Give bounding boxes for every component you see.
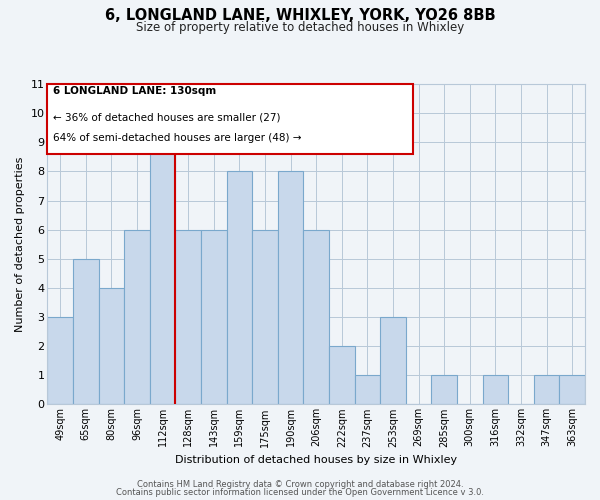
Bar [98, 288, 124, 405]
Text: ← 36% of detached houses are smaller (27): ← 36% of detached houses are smaller (27… [53, 112, 281, 122]
Bar [278, 172, 304, 404]
Text: Size of property relative to detached houses in Whixley: Size of property relative to detached ho… [136, 21, 464, 34]
Bar [534, 376, 559, 404]
Bar [150, 142, 175, 404]
Bar [252, 230, 278, 404]
X-axis label: Distribution of detached houses by size in Whixley: Distribution of detached houses by size … [175, 455, 457, 465]
Text: 64% of semi-detached houses are larger (48) →: 64% of semi-detached houses are larger (… [53, 134, 302, 143]
Bar [73, 259, 98, 404]
Text: Contains HM Land Registry data © Crown copyright and database right 2024.: Contains HM Land Registry data © Crown c… [137, 480, 463, 489]
Bar [355, 376, 380, 404]
Bar [304, 230, 329, 404]
Text: Contains public sector information licensed under the Open Government Licence v : Contains public sector information licen… [116, 488, 484, 497]
Bar [482, 376, 508, 404]
Bar [431, 376, 457, 404]
Bar [559, 376, 585, 404]
Text: 6, LONGLAND LANE, WHIXLEY, YORK, YO26 8BB: 6, LONGLAND LANE, WHIXLEY, YORK, YO26 8B… [104, 8, 496, 22]
Bar [124, 230, 150, 404]
Text: 6 LONGLAND LANE: 130sqm: 6 LONGLAND LANE: 130sqm [53, 86, 217, 97]
Bar [47, 317, 73, 404]
Bar [175, 230, 201, 404]
Bar [227, 172, 252, 404]
Bar [329, 346, 355, 405]
Bar [380, 317, 406, 404]
Y-axis label: Number of detached properties: Number of detached properties [15, 156, 25, 332]
Bar [201, 230, 227, 404]
